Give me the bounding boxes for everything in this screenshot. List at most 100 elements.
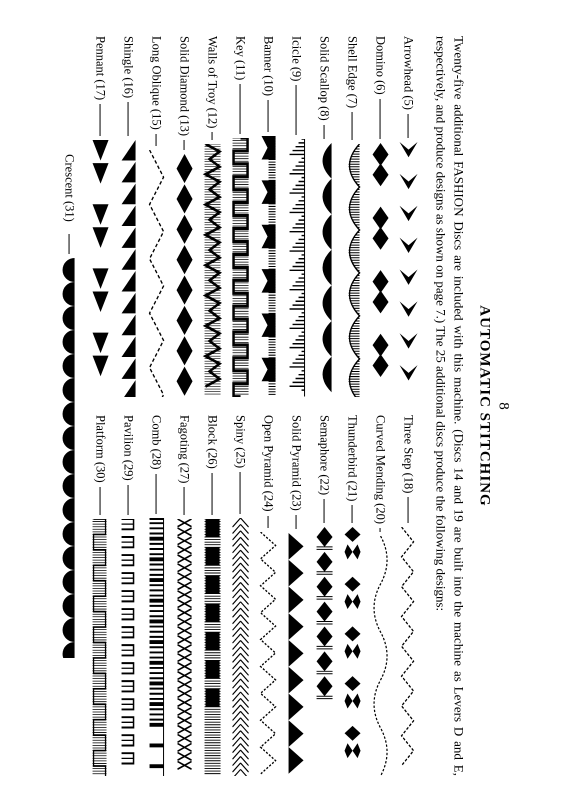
dash [100,487,101,515]
stitch-pattern [89,140,111,397]
stitch-row: Pavilion (29) [114,415,142,776]
stitch-label: Fagoting (27) [177,415,192,483]
dash [380,528,381,532]
stitch-pattern [285,139,307,397]
stitch-label: Icicle (9) [289,36,304,81]
stitch-label: Banner (10) [261,36,276,96]
dash [268,100,269,132]
stitch-pattern [257,136,279,397]
dash [128,102,129,136]
stitch-label: Pennant (17) [93,36,108,100]
stitch-pattern [397,527,419,776]
stitch-row: Icicle (9) [282,36,310,397]
bottom-row: Crescent (31) [58,36,80,776]
right-column: Three Step (18) Curved Mending (20) Thunde… [86,415,422,776]
dash [324,125,325,139]
stitch-row: Semaphore (22) [310,415,338,776]
stitch-pattern [397,142,419,397]
stitch-pattern [341,527,363,776]
stitch-label: Pavilion (29) [121,415,136,481]
dash [128,485,129,515]
stitch-pattern [145,518,167,776]
dash [408,497,409,523]
stitch-label: Three Step (18) [401,415,416,493]
stitch-label: Spiny (25) [233,415,248,468]
stitch-label: Long Oblique (15) [149,36,164,130]
stitch-row: Arrowhead (5) [394,36,422,397]
stitch-label: Block (26) [205,415,220,469]
stitch-row: Long Oblique (15) [142,36,170,397]
dash [240,84,241,134]
stitch-pattern [201,519,223,776]
stitch-label: Arrowhead (5) [401,36,416,110]
stitch-row: Solid Scallop (8) [310,36,338,397]
stitch-pattern [201,144,223,397]
stitch-row: Shell Edge (7) [338,36,366,397]
dash [352,112,353,140]
stitch-row: Banner (10) [254,36,282,397]
stitch-pattern [145,150,167,397]
page-title: AUTOMATIC STITCHING [476,36,493,776]
dash [100,104,101,136]
stitch-label: Platform (30) [93,415,108,483]
stitch-row: Platform (30) [86,415,114,776]
stitch-pattern [229,138,251,397]
dash [184,487,185,515]
stitch-row: Solid Diamond (13) [170,36,198,397]
stitch-label: Solid Diamond (13) [177,36,192,136]
stitch-row: Solid Pyramid (23) [282,415,310,776]
stitch-pattern [173,154,195,397]
stitch-row: Comb (28) [142,415,170,776]
stitch-pattern [313,143,335,397]
page-number: 8 [495,36,512,776]
stitch-row: Domino (6) [366,36,394,397]
stitch-label: Key (11) [233,36,248,80]
stitch-pattern [369,536,391,776]
stitch-pattern [58,258,80,658]
dash [156,474,157,514]
stitch-row: Pennant (17) [86,36,114,397]
stitch-label: Crescent (31) [62,154,77,222]
intro-text: Twenty-five additional FASHION Discs are… [432,36,467,776]
dash [212,473,213,515]
stitch-label: Walls of Troy (12) [205,36,220,128]
stitch-pattern [117,519,139,776]
dash [156,134,157,146]
stitch-row: Open Pyramid (24) [254,415,282,776]
stitch-label: Curved Mending (20) [373,415,388,524]
stitch-label: Solid Scallop (8) [317,36,332,121]
stitch-pattern [257,532,279,776]
dash [184,140,185,150]
stitch-pattern [117,140,139,397]
dash [268,516,269,528]
dash [69,234,70,254]
stitch-label: Shingle (16) [121,36,136,98]
stitch-pattern [89,519,111,776]
stitch-pattern [285,533,307,776]
stitch-pattern [341,144,363,397]
stitch-row: Curved Mending (20) [366,415,394,776]
stitch-label: Solid Pyramid (23) [289,415,304,511]
stitch-row: Block (26) [198,415,226,776]
stitch-label: Semaphore (22) [317,415,332,495]
stitch-row: Key (11) [226,36,254,397]
dash [352,505,353,523]
dash [212,132,213,140]
stitch-label: Domino (6) [373,36,388,95]
stitch-row: Shingle (16) [114,36,142,397]
stitch-label: Shell Edge (7) [345,36,360,108]
dash [240,472,241,514]
stitch-label: Thunderbird (21) [345,415,360,501]
dash [324,499,325,523]
dash [296,515,297,529]
dash [296,85,297,135]
dash [408,114,409,138]
stitch-pattern [173,519,195,776]
stitch-row: Three Step (18) [394,415,422,776]
stitch-pattern [313,527,335,776]
stitch-row: Walls of Troy (12) [198,36,226,397]
stitch-label: Comb (28) [149,415,164,470]
left-column: Arrowhead (5) Domino (6) Shell Edge (7) Sol… [86,36,422,397]
stitch-row: Thunderbird (21) [338,415,366,776]
stitch-pattern [229,518,251,776]
